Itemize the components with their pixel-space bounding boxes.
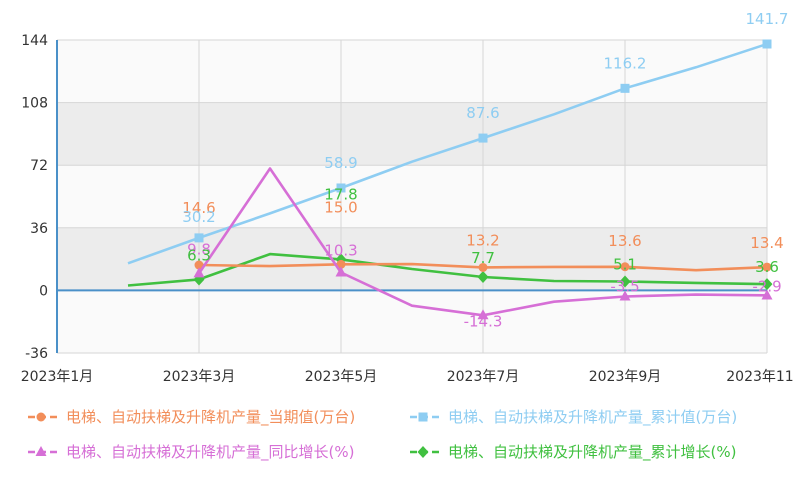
data-label: 14.6 [182, 199, 215, 217]
data-point [194, 260, 204, 270]
legend-marker [36, 412, 46, 422]
plot-band [57, 40, 767, 103]
data-label: 10.3 [324, 241, 357, 259]
data-point [478, 262, 488, 272]
data-label: 17.8 [324, 185, 357, 203]
legend-item: 电梯、自动扶梯及升降机产量_同比增长(%) [28, 443, 354, 462]
data-point [478, 133, 488, 143]
plot-background-bands [57, 40, 767, 353]
y-tick-label: -36 [25, 346, 48, 362]
data-label: 13.4 [750, 234, 783, 252]
data-label: 30.2 [182, 208, 215, 226]
x-tick-label: 2023年1月 [21, 369, 94, 385]
data-point [477, 309, 489, 320]
data-point [620, 83, 630, 93]
data-point [193, 267, 205, 278]
plot-band [57, 290, 767, 353]
legend-item: 电梯、自动扶梯及升降机产量_累计增长(%) [410, 443, 736, 462]
data-label: 7.7 [471, 249, 495, 267]
legend-label: 电梯、自动扶梯及升降机产量_当期值(万台) [66, 408, 355, 427]
legend-label: 电梯、自动扶梯及升降机产量_累计增长(%) [448, 443, 736, 462]
y-tick-label: 0 [39, 283, 48, 299]
data-point [194, 233, 204, 243]
plot-band [57, 165, 767, 228]
series-line [127, 42, 768, 265]
x-tick-label: 2023年9月 [589, 369, 662, 385]
data-point [761, 278, 773, 291]
series-3 [193, 167, 773, 320]
plot-band [57, 102, 767, 166]
data-label: 87.6 [466, 104, 499, 122]
data-label: 116.2 [604, 54, 647, 72]
x-tick-label: 2023年7月 [447, 369, 520, 385]
series-2 [127, 39, 772, 265]
x-tick-label: 2023年5月 [305, 369, 378, 385]
data-label: 58.9 [324, 154, 357, 172]
legend-marker [417, 446, 429, 458]
data-point [620, 262, 630, 272]
data-point [619, 275, 631, 288]
y-tick-label: 36 [30, 221, 48, 237]
series-1 [194, 259, 772, 272]
data-label: 6.3 [187, 246, 211, 264]
data-label: -3.5 [610, 277, 639, 295]
plot-band [57, 227, 767, 291]
x-tick-label: 2023年3月 [163, 369, 236, 385]
data-label: 13.2 [466, 231, 499, 249]
legend-item: 电梯、自动扶梯及升降机产量_累计值(万台) [410, 408, 737, 427]
data-label: 13.6 [608, 232, 641, 250]
data-label: 15.0 [324, 198, 357, 216]
data-label: 3.6 [755, 258, 779, 276]
legend-marker [35, 446, 47, 456]
legend-label: 电梯、自动扶梯及升降机产量_累计值(万台) [448, 408, 737, 427]
data-label: 9.8 [187, 240, 211, 258]
data-point [762, 39, 772, 49]
data-label: 141.7 [746, 10, 789, 28]
y-tick-label: 72 [30, 158, 48, 174]
legend-item: 电梯、自动扶梯及升降机产量_当期值(万台) [28, 408, 355, 427]
legend-label: 电梯、自动扶梯及升降机产量_同比增长(%) [66, 443, 354, 462]
data-point [762, 262, 772, 272]
data-point [336, 259, 346, 269]
y-tick-label: 144 [21, 33, 48, 49]
data-point [335, 266, 347, 277]
data-point [336, 183, 346, 193]
data-point [477, 271, 489, 284]
legend-marker [418, 412, 428, 422]
x-tick-label: 2023年11月 [726, 369, 793, 385]
data-label: -2.9 [752, 277, 781, 295]
data-label: -14.3 [464, 312, 503, 330]
y-tick-label: 108 [21, 96, 48, 112]
data-label: 5.1 [613, 256, 637, 274]
data-point [619, 290, 631, 301]
data-point [761, 289, 773, 300]
